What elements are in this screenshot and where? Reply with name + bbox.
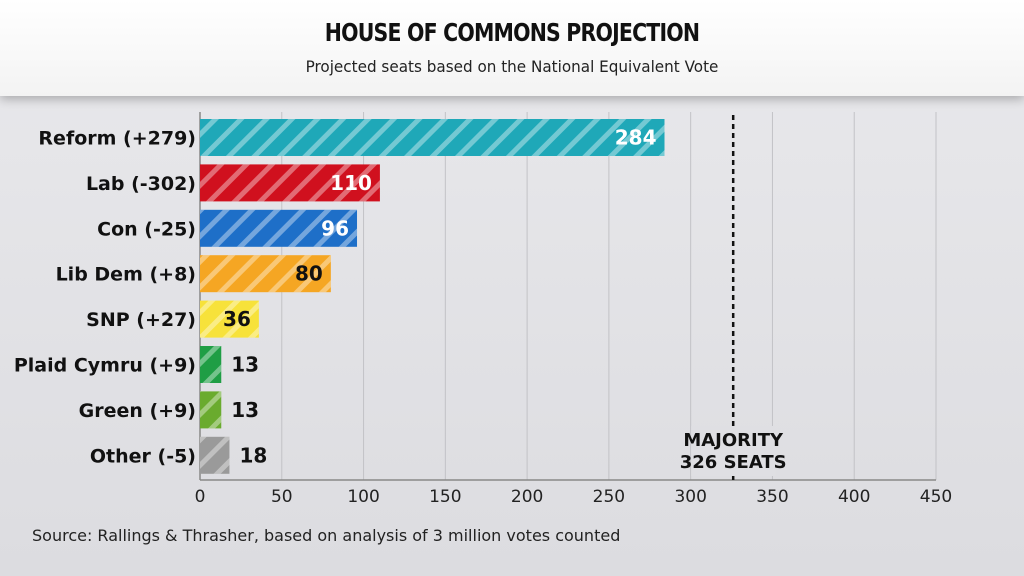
bar-stripes	[200, 209, 358, 247]
source-note: Source: Rallings & Thrasher, based on an…	[32, 526, 621, 545]
category-label: Con (-25)	[97, 218, 196, 240]
category-label: Plaid Cymru (+9)	[14, 355, 196, 377]
bar-stripes	[200, 300, 259, 338]
value-label: 96	[321, 216, 349, 240]
category-label: Reform (+279)	[38, 128, 196, 150]
category-label: Lib Dem (+8)	[56, 264, 196, 286]
chart-subtitle: Projected seats based on the National Eq…	[305, 57, 719, 76]
value-label: 13	[231, 353, 259, 377]
bar-stripes	[200, 255, 331, 293]
bar-stripes	[200, 119, 665, 156]
x-tick-label: 400	[838, 487, 870, 507]
majority-label: MAJORITY	[683, 430, 784, 451]
x-tick-label: 250	[593, 487, 625, 507]
category-label: Lab (-302)	[86, 173, 196, 195]
bar-stripes	[200, 391, 222, 429]
chart-title: HOUSE OF COMMONS PROJECTION	[324, 18, 700, 47]
x-tick-label: 0	[195, 487, 206, 507]
x-tick-label: 200	[511, 487, 543, 507]
x-tick-label: 50	[271, 487, 293, 507]
category-label: Green (+9)	[79, 400, 196, 422]
value-label: 110	[330, 171, 372, 195]
bar-stripes	[200, 436, 230, 474]
value-label: 284	[615, 126, 657, 150]
category-label: SNP (+27)	[86, 309, 196, 331]
majority-label-bg	[691, 426, 776, 476]
value-label: 18	[239, 443, 267, 467]
category-label: Other (-5)	[90, 445, 196, 467]
x-tick-label: 300	[674, 487, 706, 507]
bar-stripes	[200, 346, 222, 383]
x-tick-label: 350	[756, 487, 788, 507]
bar-stripes	[200, 164, 380, 202]
chart-header: HOUSE OF COMMONS PROJECTION Projected se…	[0, 0, 1024, 96]
value-label: 36	[223, 307, 251, 331]
majority-label: 326 SEATS	[680, 452, 787, 473]
x-tick-label: 150	[429, 487, 461, 507]
x-tick-label: 450	[920, 487, 952, 507]
value-label: 80	[295, 262, 323, 286]
x-tick-label: 100	[347, 487, 379, 507]
value-label: 13	[231, 398, 259, 422]
